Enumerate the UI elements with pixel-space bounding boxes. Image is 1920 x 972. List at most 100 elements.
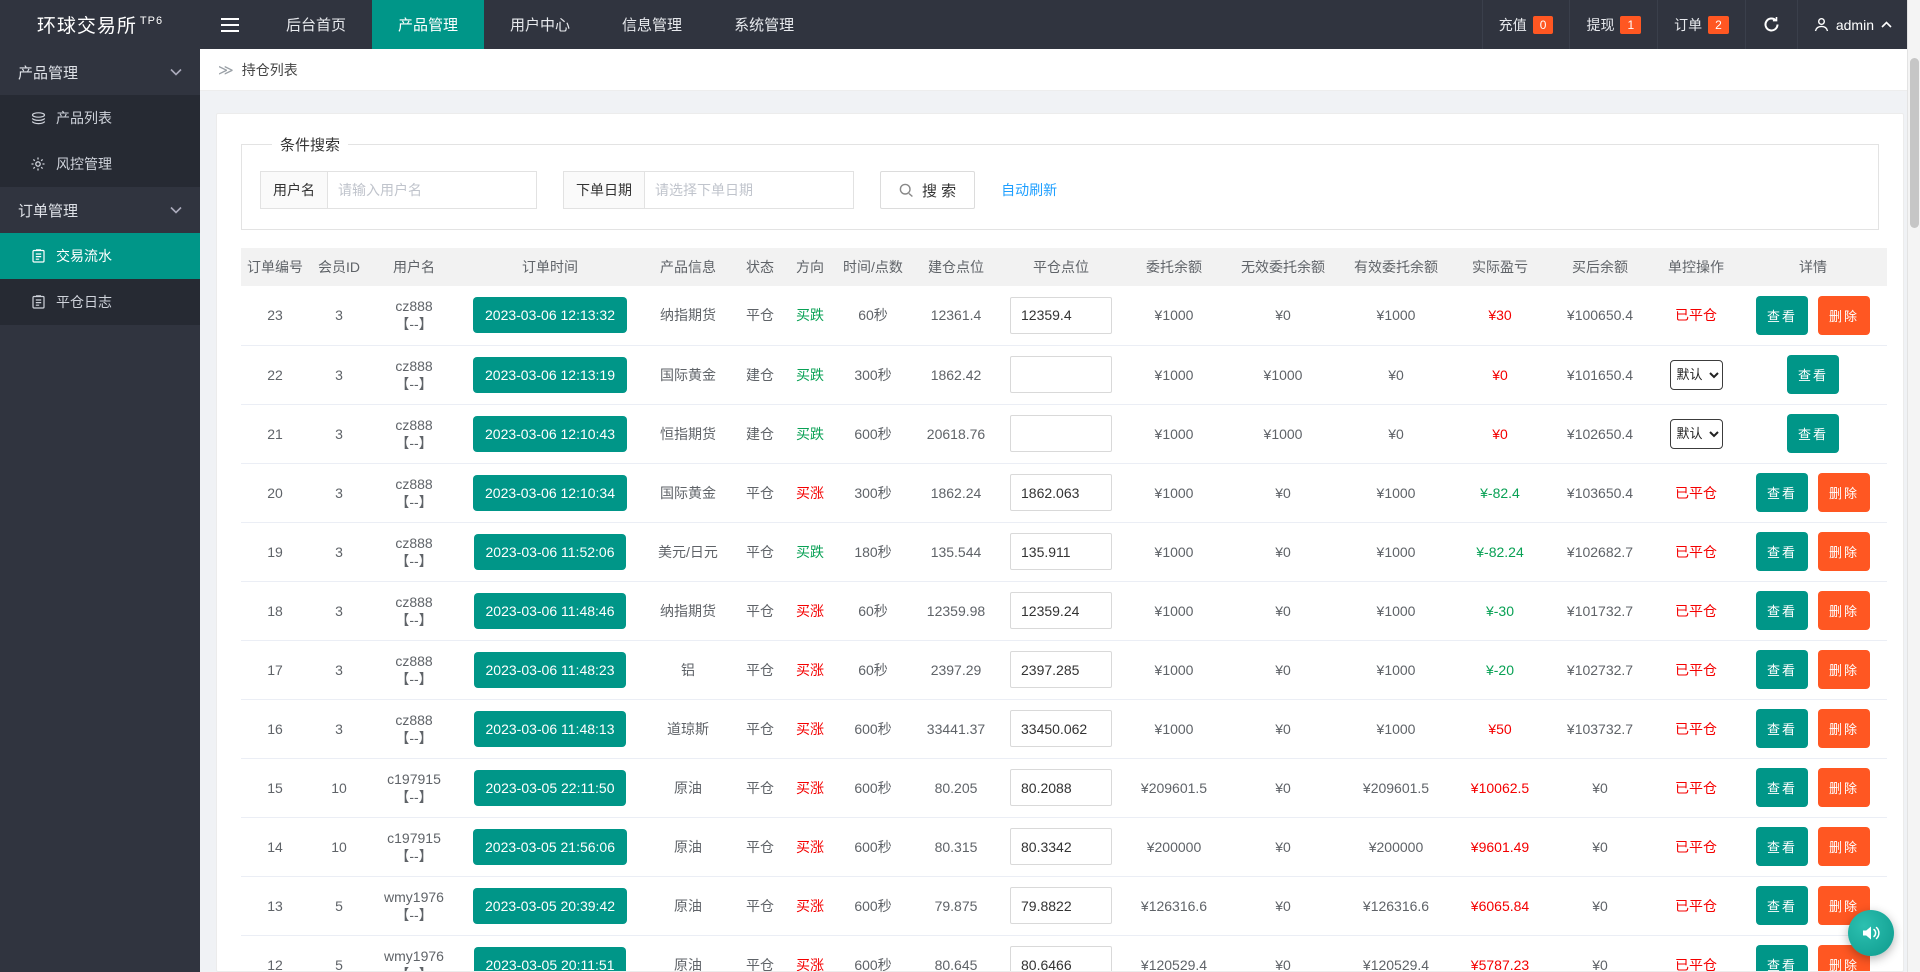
delete-button[interactable]: 删除	[1817, 827, 1870, 866]
sidebar-item-product-list[interactable]: 产品列表	[0, 95, 200, 141]
closed-status-label: 已平仓	[1675, 602, 1717, 619]
close-point-input[interactable]	[1010, 651, 1112, 688]
view-button[interactable]: 查看	[1756, 591, 1809, 630]
user-menu[interactable]: admin	[1796, 0, 1920, 49]
view-button[interactable]: 查看	[1786, 355, 1839, 394]
product-name: 原油	[674, 779, 702, 796]
order-date-input[interactable]	[644, 171, 854, 209]
nav-item-home[interactable]: 后台首页	[286, 17, 347, 34]
quick-recharge[interactable]: 充值 0	[1481, 0, 1570, 49]
order-time-button[interactable]: 2023-03-06 12:13:19	[473, 356, 627, 393]
table-row: 12 5 wmy1976【--】 2023-03-05 20:11:51 原油 …	[241, 935, 1887, 972]
entrust-balance: ¥126316.6	[1140, 897, 1208, 914]
close-point-input[interactable]	[1010, 533, 1112, 570]
username-sub: 【--】	[395, 729, 433, 746]
floating-audio-button[interactable]	[1848, 910, 1894, 956]
control-select[interactable]: 默认	[1669, 359, 1723, 390]
order-time-button[interactable]: 2023-03-05 20:11:51	[473, 946, 627, 971]
view-button[interactable]: 查看	[1756, 709, 1809, 748]
quick-orders-label: 订单	[1674, 16, 1703, 33]
order-date-field-label: 下单日期	[563, 171, 644, 209]
search-panel-legend: 条件搜索	[280, 137, 341, 154]
order-time-button[interactable]: 2023-03-06 11:48:23	[473, 651, 627, 688]
view-button[interactable]: 查看	[1756, 532, 1809, 571]
close-point-input[interactable]	[1010, 769, 1112, 806]
control-select[interactable]: 默认	[1669, 418, 1723, 449]
table-row: 14 10 c197915 【--】 2023-03-05 21:56:06 原油…	[241, 817, 1887, 877]
sidebar-group-products[interactable]: 产品管理	[0, 49, 200, 95]
delete-button[interactable]: 删除	[1817, 650, 1870, 689]
view-button[interactable]: 查看	[1786, 414, 1839, 453]
delete-button[interactable]: 删除	[1817, 709, 1870, 748]
direction-label: 买涨	[796, 956, 824, 972]
valid-entrust-balance: ¥120529.4	[1362, 956, 1430, 972]
position-status: 建仓	[746, 425, 774, 442]
close-point-input[interactable]	[1010, 887, 1112, 924]
sidebar-item-close-log[interactable]: 平仓日志	[0, 279, 200, 325]
delete-button[interactable]: 删除	[1817, 591, 1870, 630]
nav-item-info[interactable]: 信息管理	[622, 17, 683, 34]
close-point-input[interactable]	[1010, 356, 1112, 393]
sidebar-item-close-log-label: 平仓日志	[56, 294, 112, 310]
open-point-value: 80.205	[934, 779, 978, 796]
hamburger-icon[interactable]	[200, 0, 260, 49]
closed-status-label: 已平仓	[1675, 307, 1717, 324]
quick-orders[interactable]: 订单 2	[1657, 0, 1745, 49]
view-button[interactable]: 查看	[1756, 945, 1809, 971]
delete-button[interactable]: 删除	[1817, 532, 1870, 571]
member-id: 5	[335, 956, 343, 972]
vertical-scrollbar[interactable]	[1907, 0, 1920, 972]
duration-value: 180秒	[854, 543, 892, 560]
order-time-button[interactable]: 2023-03-06 12:10:43	[473, 415, 627, 452]
invalid-entrust-balance: ¥0	[1275, 779, 1291, 796]
close-point-input[interactable]	[1010, 474, 1112, 511]
entrust-balance: ¥1000	[1154, 720, 1194, 737]
scrollbar-thumb[interactable]	[1910, 58, 1919, 228]
order-time-button[interactable]: 2023-03-06 12:13:32	[473, 297, 627, 334]
order-time-button[interactable]: 2023-03-05 21:56:06	[473, 828, 627, 865]
close-point-input[interactable]	[1010, 415, 1112, 452]
delete-button[interactable]: 删除	[1817, 473, 1870, 512]
nav-item-system[interactable]: 系统管理	[734, 17, 795, 34]
view-button[interactable]: 查看	[1756, 473, 1809, 512]
username-value: cz888	[395, 475, 433, 492]
nav-item-users[interactable]: 用户中心	[510, 17, 571, 34]
delete-button[interactable]: 删除	[1817, 768, 1870, 807]
closed-status-label: 已平仓	[1675, 484, 1717, 501]
sidebar-group-products-label: 产品管理	[18, 64, 79, 82]
close-point-input[interactable]	[1010, 710, 1112, 747]
closed-status-label: 已平仓	[1675, 897, 1717, 914]
close-point-input[interactable]	[1010, 296, 1112, 334]
delete-button[interactable]: 删除	[1817, 295, 1870, 335]
after-balance: ¥101732.7	[1566, 602, 1634, 619]
view-button[interactable]: 查看	[1756, 886, 1809, 925]
nav-item-products[interactable]: 产品管理	[372, 0, 485, 49]
order-time-button[interactable]: 2023-03-06 11:52:06	[473, 533, 627, 570]
order-time-button[interactable]: 2023-03-05 20:39:42	[473, 887, 627, 924]
entrust-balance: ¥1000	[1154, 661, 1194, 678]
order-number: 17	[267, 661, 283, 678]
sidebar-item-product-list-label: 产品列表	[56, 110, 112, 126]
view-button[interactable]: 查看	[1756, 768, 1809, 807]
order-number: 15	[267, 779, 283, 796]
close-point-input[interactable]	[1010, 946, 1112, 971]
order-time-button[interactable]: 2023-03-05 22:11:50	[473, 769, 627, 806]
invalid-entrust-balance: ¥0	[1275, 897, 1291, 914]
close-point-input[interactable]	[1010, 828, 1112, 865]
username-input[interactable]	[327, 171, 537, 209]
after-balance: ¥102650.4	[1566, 425, 1634, 442]
view-button[interactable]: 查看	[1756, 650, 1809, 689]
view-button[interactable]: 查看	[1756, 295, 1809, 335]
refresh-icon[interactable]	[1744, 0, 1797, 49]
order-time-button[interactable]: 2023-03-06 11:48:13	[473, 710, 627, 747]
auto-refresh-link[interactable]: 自动刷新	[1001, 182, 1058, 198]
sidebar-item-trade-flow[interactable]: 交易流水	[0, 233, 200, 279]
view-button[interactable]: 查看	[1756, 827, 1809, 866]
sidebar-group-orders[interactable]: 订单管理	[0, 187, 200, 233]
quick-withdraw[interactable]: 提现 1	[1569, 0, 1657, 49]
order-time-button[interactable]: 2023-03-06 11:48:46	[473, 592, 627, 629]
order-time-button[interactable]: 2023-03-06 12:10:34	[473, 474, 627, 511]
search-button[interactable]: 搜 索	[880, 171, 976, 209]
sidebar-item-risk-control[interactable]: 风控管理	[0, 141, 200, 187]
close-point-input[interactable]	[1010, 592, 1112, 629]
